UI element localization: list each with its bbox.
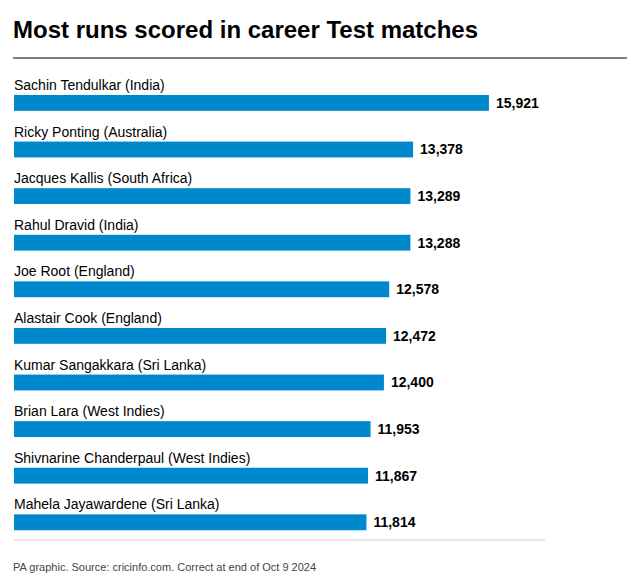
data-label: 11,814	[373, 514, 415, 530]
bar	[14, 142, 413, 158]
bar	[14, 375, 384, 391]
data-label: 12,472	[393, 328, 436, 344]
bar	[14, 95, 489, 111]
category-label: Jacques Kallis (South Africa)	[14, 170, 192, 186]
data-label: 15,921	[496, 95, 539, 111]
category-label: Ricky Ponting (Australia)	[14, 124, 167, 140]
bar	[14, 281, 389, 297]
labels: Sachin Tendulkar (India) 15,921 Ricky Pont…	[14, 77, 539, 530]
title-rule	[13, 58, 627, 59]
data-label: 11,867	[375, 468, 417, 484]
data-label: 11,953	[378, 421, 420, 437]
bar	[14, 468, 368, 484]
footer: PA graphic. Source: cricinfo.com. Correc…	[13, 561, 316, 573]
category-label: Kumar Sangakkara (Sri Lanka)	[14, 357, 206, 373]
x-axis-line	[14, 540, 545, 541]
bar	[14, 328, 386, 344]
bar	[14, 188, 410, 204]
category-label: Rahul Dravid (India)	[14, 217, 139, 233]
bar	[14, 514, 366, 530]
title: Most runs scored in career Test matches	[13, 16, 478, 43]
data-label: 13,378	[420, 141, 463, 157]
category-label: Sachin Tendulkar (India)	[14, 77, 165, 93]
category-label: Shivnarine Chanderpaul (West Indies)	[14, 450, 250, 466]
bars	[14, 95, 489, 530]
category-label: Mahela Jayawardene (Sri Lanka)	[14, 496, 219, 512]
bar	[14, 421, 371, 437]
bar	[14, 235, 410, 251]
category-label: Joe Root (England)	[14, 263, 135, 279]
category-label: Alastair Cook (England)	[14, 310, 162, 326]
data-label: 13,289	[417, 188, 460, 204]
data-label: 13,288	[417, 235, 460, 251]
category-label: Brian Lara (West Indies)	[14, 403, 165, 419]
chart: Most runs scored in career Test matches S…	[0, 0, 640, 579]
data-label: 12,400	[391, 374, 434, 390]
data-label: 12,578	[396, 281, 439, 297]
